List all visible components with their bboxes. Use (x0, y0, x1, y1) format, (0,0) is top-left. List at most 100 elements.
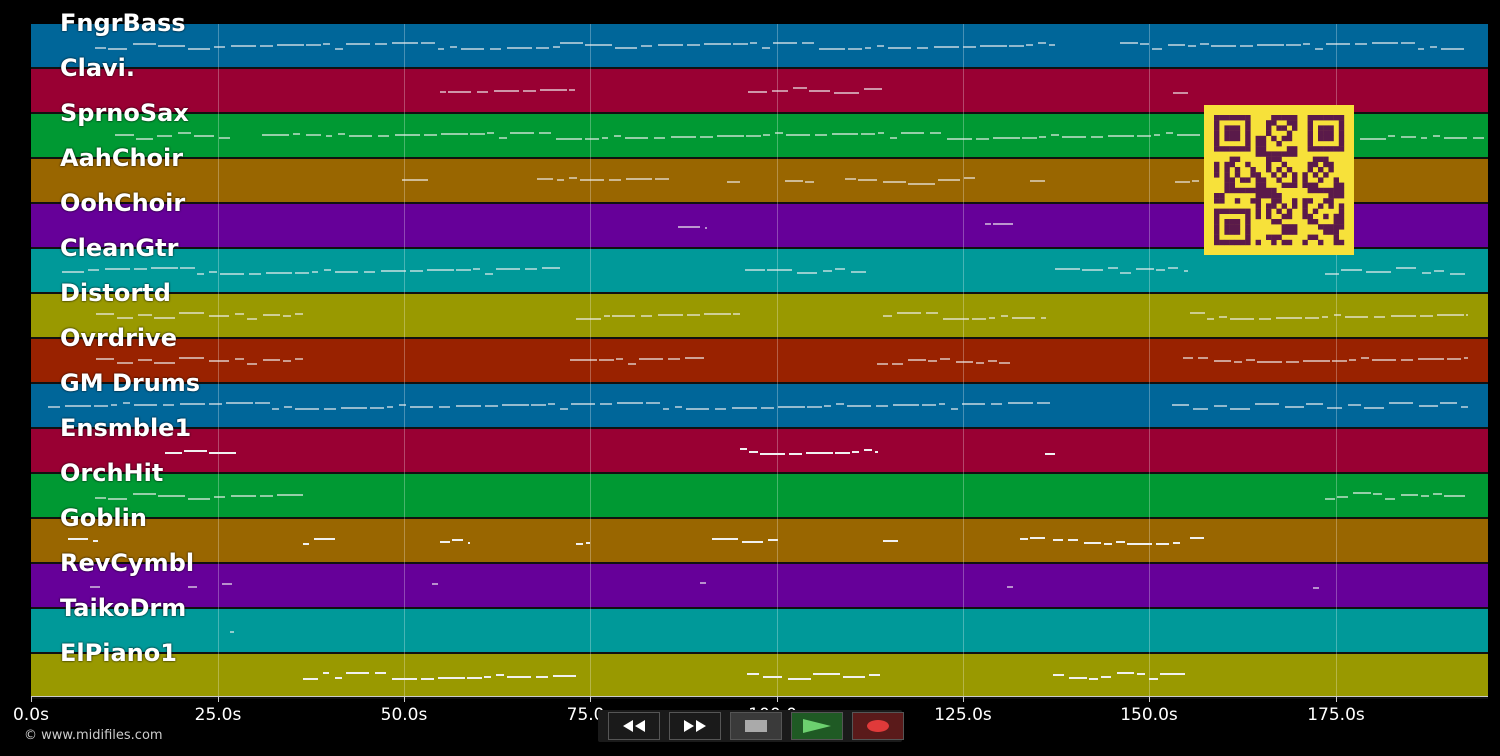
qr-module (1234, 167, 1241, 173)
qr-finder-module (1224, 130, 1230, 136)
qr-module (1307, 213, 1313, 220)
qr-module (1276, 208, 1282, 214)
qr-finder-module (1245, 224, 1251, 230)
track-label: OrchHit (60, 459, 164, 487)
qr-module (1312, 182, 1319, 188)
qr-module (1255, 203, 1261, 209)
qr-module (1281, 135, 1287, 142)
qr-finder-module (1328, 130, 1334, 136)
track-label: AahChoir (60, 144, 184, 172)
qr-finder-module (1328, 146, 1334, 152)
qr-finder-module (1214, 141, 1220, 147)
qr-module (1214, 161, 1220, 168)
track-lane (31, 609, 1488, 654)
qr-module (1255, 213, 1261, 220)
qr-module (1250, 167, 1256, 173)
qr-module (1214, 193, 1220, 199)
qr-module (1312, 219, 1319, 225)
qr-module (1318, 224, 1324, 230)
stop-icon (745, 720, 767, 732)
qr-finder-module (1318, 115, 1324, 121)
qr-module (1328, 229, 1334, 235)
rewind-button[interactable] (608, 712, 660, 740)
qr-module (1281, 213, 1287, 220)
qr-finder-module (1219, 239, 1225, 246)
qr-module (1286, 115, 1293, 121)
track-label: Ovrdrive (60, 324, 178, 352)
qr-module (1302, 239, 1308, 246)
qr-module (1276, 156, 1282, 162)
qr-module (1338, 193, 1345, 199)
qr-module (1255, 239, 1261, 246)
qr-module (1281, 172, 1287, 178)
play-button[interactable] (791, 712, 843, 740)
qr-finder-module (1224, 239, 1230, 246)
qr-module (1328, 203, 1334, 209)
qr-finder-module (1234, 125, 1241, 131)
qr-finder-module (1245, 208, 1251, 214)
qr-module (1302, 208, 1308, 214)
qr-finder-module (1338, 115, 1345, 121)
qr-finder-module (1224, 125, 1230, 131)
qr-module (1276, 115, 1282, 121)
fast-forward-button[interactable] (669, 712, 721, 740)
qr-module (1338, 182, 1345, 188)
qr-finder-module (1245, 239, 1251, 246)
qr-module (1307, 198, 1313, 204)
qr-module (1255, 151, 1261, 157)
record-button[interactable] (852, 712, 904, 740)
qr-finder-module (1219, 208, 1225, 214)
qr-finder-module (1245, 141, 1251, 147)
axis-tick (963, 696, 964, 702)
track-lane (31, 429, 1488, 474)
qr-module (1255, 187, 1261, 194)
qr-finder-module (1318, 146, 1324, 152)
qr-module (1292, 115, 1298, 121)
qr-finder-module (1333, 146, 1339, 152)
qr-module (1292, 172, 1298, 178)
qr-module (1266, 167, 1272, 173)
qr-finder-module (1240, 146, 1246, 152)
qr-finder-module (1338, 120, 1345, 126)
qr-module (1286, 151, 1293, 157)
qr-finder-module (1307, 146, 1313, 152)
qr-module (1271, 156, 1277, 162)
track-label: Goblin (60, 504, 147, 532)
stop-button[interactable] (730, 712, 782, 740)
qr-module (1260, 141, 1267, 147)
qr-finder-module (1229, 224, 1235, 230)
qr-module (1240, 177, 1246, 183)
qr-module (1328, 161, 1334, 168)
qr-finder-module (1234, 208, 1241, 214)
qr-module (1286, 135, 1293, 142)
qr-module (1286, 146, 1293, 152)
track-label: ElPiano1 (60, 639, 177, 667)
track-lane (31, 294, 1488, 339)
qr-module (1286, 224, 1293, 230)
qr-module (1250, 198, 1256, 204)
gridline (1149, 24, 1150, 696)
play-icon (803, 719, 831, 733)
qr-finder-module (1224, 229, 1230, 235)
qr-module (1234, 187, 1241, 194)
track-label: Clavi. (60, 54, 136, 82)
qr-module (1307, 219, 1313, 225)
track-label: GM Drums (60, 369, 201, 397)
qr-module (1260, 193, 1267, 199)
track-lane (31, 564, 1488, 609)
qr-module (1286, 208, 1293, 214)
qr-module (1271, 203, 1277, 209)
qr-module (1255, 177, 1261, 183)
qr-finder-module (1318, 130, 1324, 136)
qr-module (1281, 115, 1287, 121)
axis-tick-label: 125.0s (934, 705, 992, 725)
qr-finder-module (1229, 239, 1235, 246)
qr-module (1302, 182, 1308, 188)
qr-finder-module (1214, 213, 1220, 220)
qr-module (1281, 229, 1287, 235)
qr-module (1214, 172, 1220, 178)
qr-module (1234, 172, 1241, 178)
axis-tick-label: 150.0s (1120, 705, 1178, 725)
qr-module (1338, 219, 1345, 225)
